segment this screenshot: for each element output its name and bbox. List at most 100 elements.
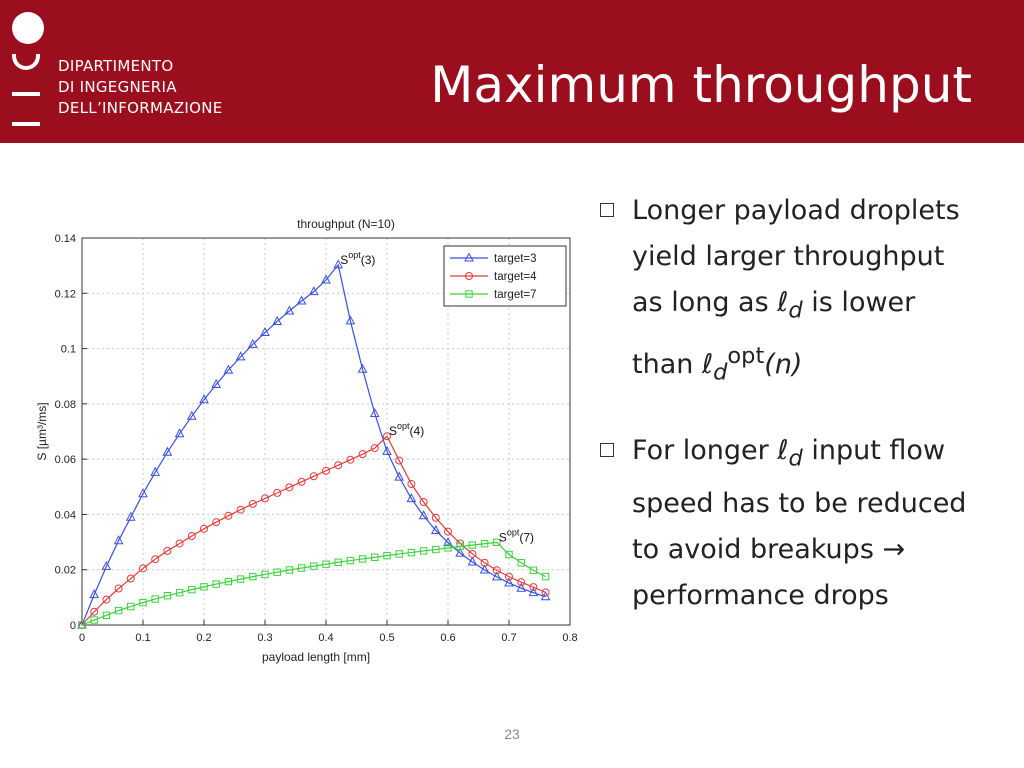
superscript-opt: opt <box>727 343 765 370</box>
data-point-circle <box>444 527 452 536</box>
data-point-square <box>346 556 355 565</box>
data-point-circle <box>175 539 184 548</box>
series-line <box>81 435 546 626</box>
data-point-triangle <box>247 338 258 348</box>
data-point-triangle <box>321 274 331 284</box>
data-point-triangle <box>528 587 539 597</box>
data-point-circle <box>261 494 269 503</box>
department-line: DI INGEGNERIA <box>58 78 177 96</box>
data-point-square <box>261 570 269 579</box>
data-point-circle <box>465 272 473 280</box>
data-point-square <box>285 566 294 574</box>
data-point-square <box>114 606 123 615</box>
bullet-text: Longer payload droplets yield larger thr… <box>632 188 1016 396</box>
data-point-circle <box>236 505 245 514</box>
data-point-triangle <box>333 259 344 269</box>
data-point-triangle <box>113 535 124 545</box>
data-point-circle <box>505 572 513 581</box>
x-axis-label: payload length [mm] <box>262 650 370 664</box>
data-point-circle <box>285 483 294 492</box>
data-point-square <box>273 568 281 576</box>
data-point-circle <box>419 497 428 506</box>
y-tick-label: 0.12 <box>55 288 76 300</box>
logo-bar <box>12 92 40 96</box>
data-point-triangle <box>464 252 474 262</box>
data-point-square <box>407 548 416 557</box>
department-name: DIPARTIMENTO DI INGEGNERIA DELL’INFORMAZ… <box>58 56 223 119</box>
annotation-s: S <box>389 424 397 438</box>
department-line: DIPARTIMENTO <box>58 57 174 75</box>
data-point-circle <box>383 432 391 441</box>
bullet-line-part: (n) <box>764 349 803 381</box>
data-point-circle <box>541 588 550 597</box>
data-point-triangle <box>199 394 209 404</box>
data-point-square <box>297 564 306 572</box>
data-point-triangle <box>504 577 514 587</box>
data-point-square <box>212 580 220 588</box>
throughput-chart: 0 0.1 0.2 0.3 0.4 0.5 0.6 0.7 0.8 0 0.02 0.04 0.06 0.… <box>32 208 592 678</box>
data-point-triangle <box>382 445 392 455</box>
data-point-triangle <box>516 582 527 592</box>
data-point-square <box>310 562 318 570</box>
data-point-circle <box>126 574 135 583</box>
bullet-line-part: For longer <box>632 434 778 466</box>
data-point-square <box>505 550 513 559</box>
logo-cup <box>12 54 40 70</box>
data-point-triangle <box>150 466 161 476</box>
data-point-square <box>175 588 184 597</box>
data-point-triangle <box>125 511 136 521</box>
bullet-list: Longer payload droplets yield larger thr… <box>596 188 1016 651</box>
annotation-s: S <box>340 253 348 267</box>
data-point-square <box>200 583 208 591</box>
data-point-square <box>432 545 440 554</box>
bullet-box-icon <box>600 442 614 457</box>
data-point-triangle <box>101 560 112 570</box>
data-point-circle <box>212 518 221 527</box>
bullet-item: Longer payload droplets yield larger thr… <box>596 188 1016 396</box>
bullet-line-part: than <box>632 349 702 381</box>
bullet-line: speed has to be reduced <box>632 488 967 520</box>
data-point-square <box>322 560 330 568</box>
x-tick-label: 0.6 <box>440 632 455 644</box>
subscript-d: d <box>788 445 803 472</box>
data-point-square <box>383 551 391 560</box>
annotation-label: Sopt(3) <box>340 250 375 267</box>
data-point-square <box>127 602 135 611</box>
data-point-square <box>224 577 233 586</box>
bullet-item: For longer ℓd input flow speed has to be… <box>596 428 1016 619</box>
data-point-circle <box>358 450 367 459</box>
annotation-s: S <box>499 530 507 544</box>
data-point-square <box>236 575 245 583</box>
x-tick-label: 0.5 <box>379 632 394 644</box>
data-point-circle <box>322 466 330 475</box>
data-point-triangle <box>418 510 429 520</box>
y-tick-label: 0.1 <box>61 344 76 356</box>
bullet-line: yield larger throughput <box>632 241 945 272</box>
bullet-line-part: as long as <box>632 287 778 318</box>
data-point-square <box>90 616 98 624</box>
data-point-square <box>465 290 473 298</box>
bullet-box-icon <box>600 203 614 217</box>
page-title: Maximum throughput <box>430 56 972 114</box>
y-tick-label: 0.06 <box>55 454 76 466</box>
data-point-circle <box>395 456 404 465</box>
x-tick-label: 0 <box>79 632 85 644</box>
data-point-circle <box>370 444 379 453</box>
data-point-square <box>529 566 538 574</box>
y-tick-label: 0 <box>70 620 76 632</box>
bullet-line-part: is lower <box>802 287 916 318</box>
bullet-text: For longer ℓd input flow speed has to be… <box>632 428 1016 619</box>
annotation-label: Sopt(7) <box>499 527 534 544</box>
annotation-suffix: (7) <box>519 530 534 544</box>
annotation-suffix: (3) <box>361 253 376 267</box>
annotation-label: Sopt(4) <box>389 421 424 438</box>
logo-dot <box>12 12 44 44</box>
legend-label: target=7 <box>494 289 537 301</box>
subscript-d: d <box>713 359 728 386</box>
data-point-square <box>517 559 525 567</box>
x-tick-label: 0.4 <box>318 632 333 644</box>
bullet-line-part: input flow <box>802 434 946 466</box>
logo-bar <box>12 122 40 126</box>
bullet-line: to avoid breakups → <box>632 534 906 566</box>
data-point-square <box>102 611 111 620</box>
